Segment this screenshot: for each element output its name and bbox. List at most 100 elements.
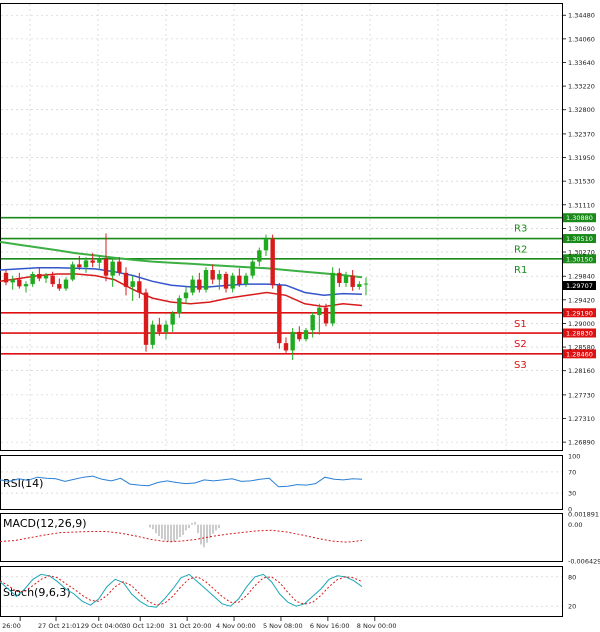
candle-body-15 (103, 258, 109, 276)
price-tick-label-9: 1.30690 (568, 225, 595, 233)
candle-body-52 (350, 275, 355, 287)
candle-body-16 (110, 261, 115, 276)
candle-body-19 (130, 281, 135, 287)
candle-body-37 (250, 261, 255, 276)
price-tick-label-0: 1.34480 (568, 12, 595, 20)
candle-body-41 (277, 285, 282, 344)
rsi-line (0, 475, 363, 488)
candle-body-22 (150, 324, 155, 345)
level-value-R1: 1.30150 (566, 255, 593, 263)
candle-body-26 (177, 298, 182, 314)
candle-body-43 (290, 331, 295, 351)
candle-body-6 (43, 275, 49, 279)
candle-body-54 (363, 283, 369, 285)
price-tick-label-17: 1.27310 (568, 415, 595, 423)
candle-body-27 (183, 292, 189, 299)
level-box-R2 (563, 234, 596, 244)
candle-body-5 (37, 273, 42, 279)
macd-signal-line (0, 529, 363, 543)
level-value-S1: 1.29190 (566, 309, 593, 317)
level-value-S2: 1.28830 (566, 330, 593, 338)
level-name-S3: S3 (514, 360, 527, 371)
level-name-R3: R3 (514, 224, 527, 235)
time-tick-label-0: 26:00 (2, 622, 21, 630)
main-price-panel (0, 3, 563, 451)
rsi-tick-3: 0 (568, 506, 572, 514)
macd-tick-0: 0.001891 (568, 511, 599, 519)
price-tick-label-8: 1.31110 (568, 201, 595, 209)
price-tick-label-2: 1.33640 (568, 59, 595, 67)
time-tick-label-2: 29 Oct 04:00 (81, 622, 123, 630)
candle-body-46 (310, 315, 315, 331)
candle-body-20 (137, 281, 142, 293)
level-value-R3: 1.30880 (566, 214, 593, 222)
price-tick-label-1: 1.34060 (568, 35, 595, 43)
price-tick-label-13: 1.29000 (568, 320, 595, 328)
time-tick-label-6: 5 Nov 08:00 (263, 622, 303, 630)
price-tick-label-4: 1.32800 (568, 106, 595, 114)
time-tick-label-7: 6 Nov 16:00 (310, 622, 350, 630)
current-price-marker: 1.29707 (563, 281, 596, 290)
candle-body-29 (197, 279, 202, 290)
current-price-box (563, 281, 596, 290)
candle-body-34 (230, 275, 235, 289)
candle-body-31 (210, 270, 215, 280)
level-value-R2: 1.30510 (566, 235, 593, 243)
stoch-axis: 80 20 (568, 573, 576, 610)
price-axis: 1.34480 1.34060 1.33640 1.33220 1.32800 1.323… (562, 12, 595, 447)
candle-body-44 (297, 331, 302, 340)
rsi-tick-2: 30 (568, 490, 576, 498)
level-box-S3 (563, 349, 596, 359)
candlesticks (3, 233, 369, 361)
candle-body-30 (203, 270, 209, 290)
macd-tick-2: -0.006429 (568, 558, 600, 566)
candle-body-47 (317, 307, 322, 316)
candle-body-45 (303, 330, 309, 340)
price-tick-label-12: 1.29420 (568, 296, 595, 304)
candle-body-40 (270, 239, 275, 286)
candle-body-11 (77, 264, 82, 268)
candle-body-4 (30, 273, 35, 285)
candle-body-9 (63, 279, 69, 289)
candle-body-3 (23, 284, 29, 287)
candle-body-1 (10, 279, 15, 283)
candle-body-33 (223, 273, 229, 289)
price-tick-label-11: 1.29840 (568, 273, 595, 281)
level-name-S2: S2 (514, 339, 527, 350)
macd-panel (0, 513, 563, 562)
time-tick-label-1: 27 Oct 21:01 (38, 622, 80, 630)
price-tick-label-6: 1.31950 (568, 154, 595, 162)
price-tick-label-14: 1.28580 (568, 344, 595, 352)
candle-body-13 (90, 260, 95, 263)
time-axis: 26:00 27 Oct 21:01 29 Oct 04:00 30 Oct 12:0… (2, 617, 396, 630)
rsi-tick-1: 70 (568, 468, 576, 476)
rsi-tick-0: 100 (568, 453, 580, 461)
price-tick-label-18: 1.26890 (568, 439, 595, 447)
rsi-axis: 100 70 30 0 (568, 453, 580, 514)
candle-body-25 (170, 313, 175, 325)
price-tick-label-3: 1.33220 (568, 83, 595, 91)
price-tick-label-10: 1.30270 (568, 249, 595, 257)
rsi-label: RSI(14) (3, 477, 43, 490)
macd-axis: 0.001891 0.00 -0.006429 (568, 511, 600, 566)
level-name-R1: R1 (514, 265, 527, 276)
candle-body-12 (83, 260, 89, 268)
macd-indicator: MACD(12,26,9) (0, 517, 363, 548)
current-price-label: 1.29707 (566, 282, 593, 290)
price-tick-label-5: 1.32370 (568, 130, 595, 138)
stoch-tick-1: 20 (568, 603, 576, 611)
ma-blue-line (0, 267, 363, 297)
candle-body-10 (70, 264, 75, 280)
candle-body-42 (283, 343, 289, 351)
candle-body-49 (330, 272, 335, 324)
price-tick-label-7: 1.31530 (568, 178, 595, 186)
price-tick-label-15: 1.28160 (568, 367, 595, 375)
ma-green-line (0, 240, 363, 279)
macd-label: MACD(12,26,9) (3, 517, 87, 530)
stoch-indicator: Stoch(9,6,3) (0, 573, 562, 608)
time-tick-label-3: 30 Oct 12:00 (122, 622, 164, 630)
stoch-label: Stoch(9,6,3) (3, 586, 71, 599)
time-tick-label-5: 4 Nov 00:00 (216, 622, 256, 630)
candle-body-39 (263, 239, 269, 251)
